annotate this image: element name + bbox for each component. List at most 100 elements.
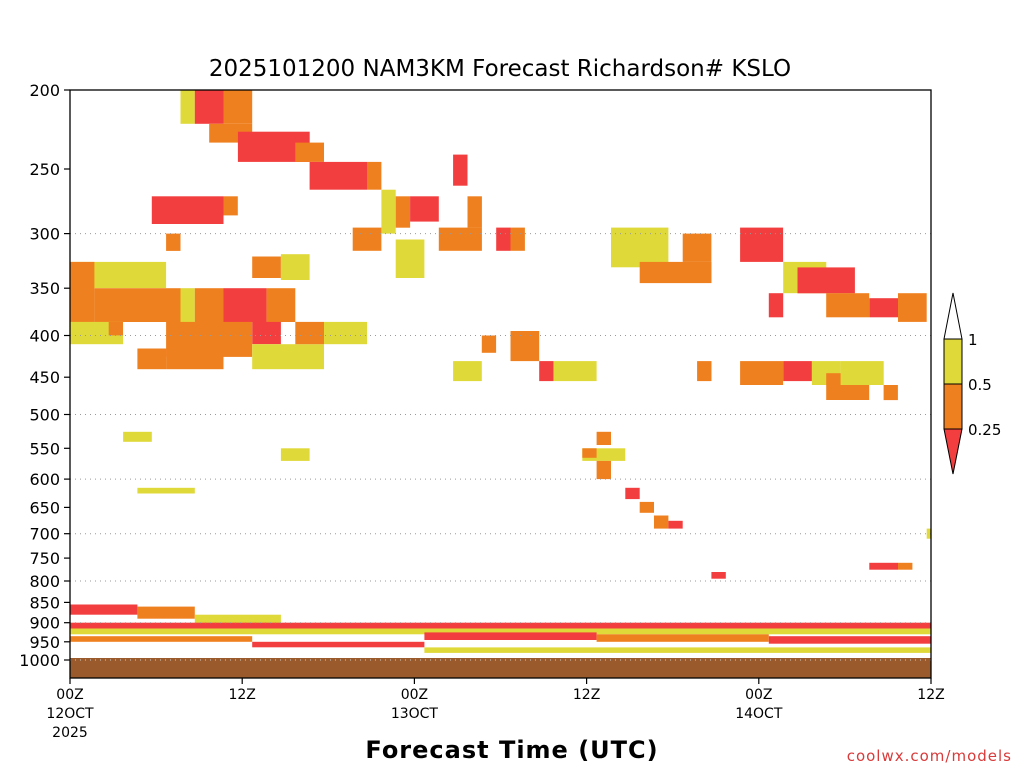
chart-title: 2025101200 NAM3KM Forecast Richardson# K… [209, 56, 791, 82]
ri-cell [151, 196, 224, 224]
x-axis-label: Forecast Time (UTC) [365, 736, 658, 764]
ri-cell [869, 562, 898, 570]
ri-cell [180, 90, 195, 124]
ri-cell [697, 361, 712, 382]
ri-cell [137, 348, 167, 370]
y-tick-label: 600 [29, 470, 60, 489]
ri-cell [582, 448, 597, 458]
ri-cell [137, 487, 195, 494]
ri-cell [395, 196, 411, 228]
ri-cell [898, 293, 927, 322]
ri-cell [194, 614, 281, 627]
y-tick-label: 950 [29, 633, 60, 652]
ri-cell [223, 90, 253, 124]
y-tick-label: 900 [29, 614, 60, 633]
y-tick-label: 1000 [19, 651, 60, 670]
ri-cell [596, 634, 769, 642]
colorbar-top-arrow [943, 292, 963, 340]
y-tick-label: 700 [29, 525, 60, 544]
ri-cell [883, 385, 898, 401]
colorbar-label: 1 [968, 331, 978, 349]
ri-cell [180, 288, 195, 322]
y-tick-label: 200 [29, 81, 60, 100]
ri-cell [596, 460, 611, 480]
y-tick-label: 350 [29, 279, 60, 298]
ri-cell [367, 161, 382, 190]
ri-cell [654, 515, 669, 529]
ri-cell [539, 361, 554, 382]
ri-cell [682, 233, 712, 262]
ri-cell [395, 239, 425, 278]
credit-text: coolwx.com/models [847, 747, 1012, 765]
colorbar-orange [943, 383, 963, 430]
ri-cell [295, 142, 324, 162]
ri-cell [252, 641, 425, 648]
ri-cell [70, 604, 138, 615]
ri-cell [70, 622, 931, 629]
x-tick-date: 12OCT [46, 706, 94, 722]
ri-cell [453, 154, 468, 186]
colorbar-legend: 1 0.5 0.25 [943, 292, 1001, 475]
y-tick-label: 300 [29, 225, 60, 244]
ri-cell [510, 331, 540, 362]
ri-cell [280, 448, 310, 461]
ri-cell [123, 431, 152, 442]
ri-cell [252, 321, 281, 345]
y-tick-label: 650 [29, 498, 60, 517]
ri-cell [410, 196, 439, 222]
ri-cell [266, 288, 296, 322]
ri-cell [70, 636, 253, 642]
y-tick-label: 500 [29, 406, 60, 425]
ri-cell [94, 288, 181, 322]
y-tick-label: 400 [29, 327, 60, 346]
x-axis-ticks: 00Z 12OCT 2025 12Z 00Z 13OCT 12Z 00Z 14OCT 12Z [46, 678, 945, 741]
ri-cell [639, 501, 654, 513]
ri-cell [280, 254, 310, 280]
ri-cell [740, 227, 784, 262]
y-tick-label: 800 [29, 572, 60, 591]
ri-cell [625, 487, 640, 500]
ri-cell [137, 606, 195, 619]
ri-cell [453, 361, 482, 382]
ri-cell [496, 227, 511, 251]
ri-cell [510, 227, 525, 251]
x-tick-label: 12Z [917, 687, 944, 703]
ri-cell [252, 256, 281, 278]
ri-cell [467, 196, 482, 228]
ri-cell [553, 361, 597, 382]
ri-cell [324, 321, 367, 345]
ri-cell [898, 562, 913, 570]
ri-cell [424, 647, 931, 653]
plot-frame [69, 89, 932, 679]
x-tick-label: 00Z [745, 687, 772, 703]
x-tick-label: 12Z [573, 687, 600, 703]
ri-cell [252, 344, 324, 370]
colorbar-yellow [943, 338, 963, 385]
ri-cell [826, 293, 870, 318]
y-tick-label: 750 [29, 549, 60, 568]
ri-cell [668, 520, 683, 529]
ri-cell [783, 361, 812, 382]
ri-cell [768, 636, 931, 644]
ri-cell [438, 227, 482, 251]
ri-cell [352, 227, 382, 251]
y-tick-label: 850 [29, 593, 60, 612]
ri-cell [711, 572, 726, 579]
ri-cell [840, 361, 884, 385]
ri-cell [797, 267, 855, 294]
ri-cell [481, 335, 497, 353]
x-tick-year: 2025 [52, 725, 88, 741]
ri-cell [309, 161, 367, 190]
ri-cell [223, 288, 267, 322]
ri-cell [926, 528, 931, 539]
ri-cell [424, 632, 597, 640]
ri-cell [869, 298, 898, 318]
ri-cell [166, 348, 224, 370]
ri-cell [70, 628, 931, 635]
ground-band [70, 658, 931, 678]
colorbar-label: 0.5 [968, 376, 992, 394]
x-tick-label: 12Z [228, 687, 255, 703]
y-tick-label: 250 [29, 160, 60, 179]
ri-cell [166, 233, 181, 251]
y-gridlines [70, 233, 931, 661]
